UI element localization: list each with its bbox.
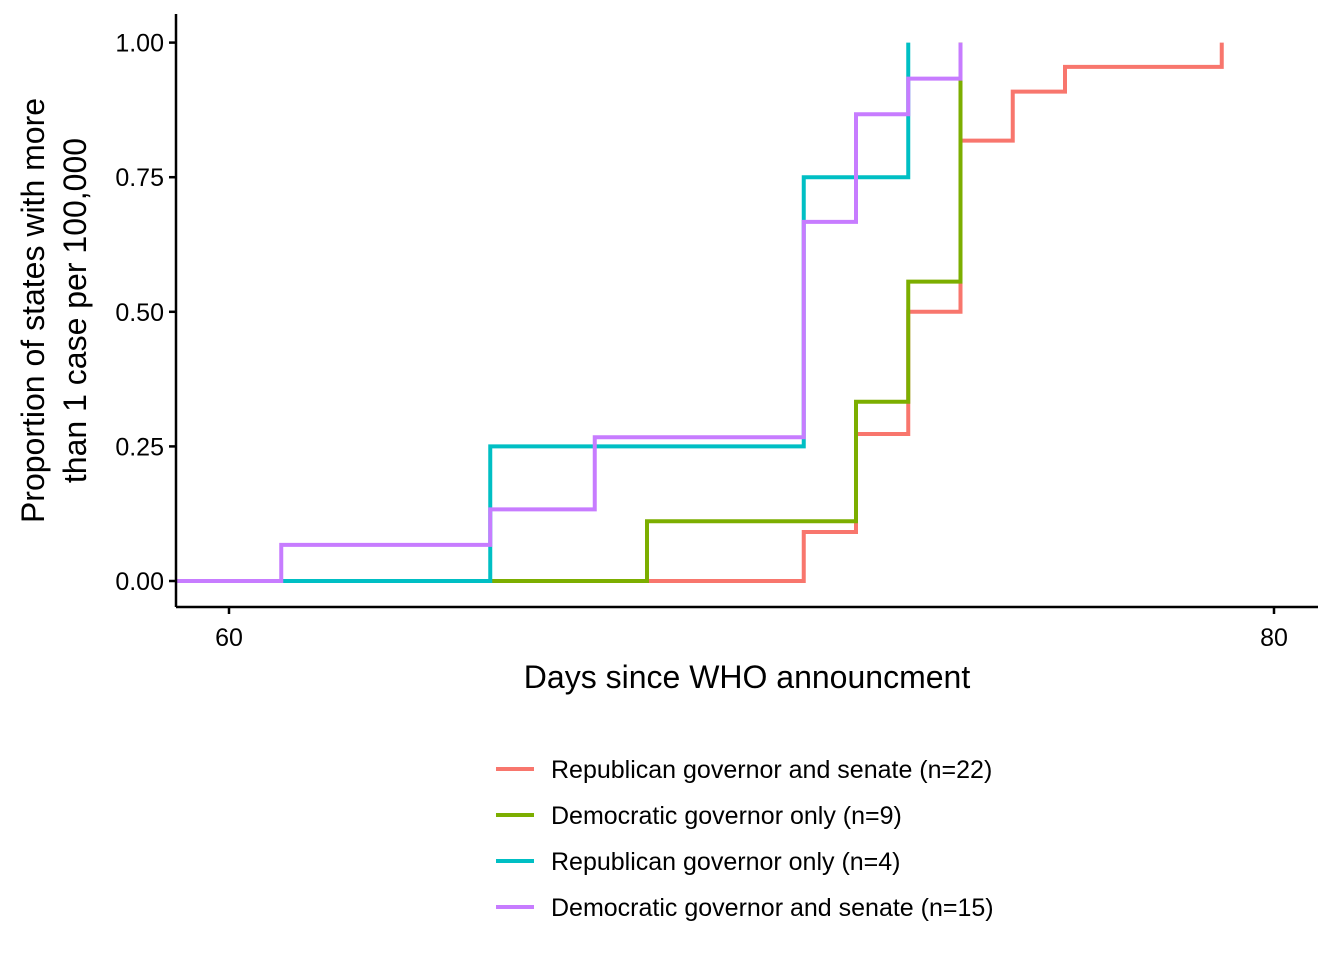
x-tick-label: 60 <box>215 624 243 652</box>
x-axis-ticks: 60 80 <box>215 607 1288 652</box>
y-axis-title-line-2: than 1 case per 100,000 <box>57 138 93 483</box>
y-tick-label: 0.50 <box>115 299 164 327</box>
x-tick-label: 80 <box>1260 624 1288 652</box>
y-tick-label: 0.25 <box>115 433 164 461</box>
legend-label: Democratic governor only (n=9) <box>551 802 902 830</box>
y-axis-title-line-1: Proportion of states with more <box>15 98 51 523</box>
legend-label: Republican governor only (n=4) <box>551 848 901 876</box>
legend-item: Republican governor and senate (n=22) <box>496 756 992 784</box>
y-axis-ticks: 0.00 0.25 0.50 0.75 1.00 <box>115 30 176 596</box>
legend-item: Democratic governor and senate (n=15) <box>496 894 994 922</box>
series-line-4 <box>176 42 963 583</box>
x-axis-title: Days since WHO announcment <box>524 659 971 695</box>
y-tick-label: 0.75 <box>115 164 164 192</box>
legend: Republican governor and senate (n=22) Dem… <box>496 756 994 922</box>
legend-item: Democratic governor only (n=9) <box>496 802 902 830</box>
y-tick-label: 0.00 <box>115 568 164 596</box>
series-line-3 <box>176 42 911 583</box>
series-line-2 <box>176 42 963 583</box>
legend-item: Republican governor only (n=4) <box>496 848 901 876</box>
y-tick-label: 1.00 <box>115 30 164 58</box>
legend-label: Democratic governor and senate (n=15) <box>551 894 994 922</box>
series-layer <box>176 42 1224 583</box>
series-line-1 <box>176 42 1224 583</box>
y-axis-title: Proportion of states with more than 1 ca… <box>15 98 93 523</box>
legend-label: Republican governor and senate (n=22) <box>551 756 992 784</box>
